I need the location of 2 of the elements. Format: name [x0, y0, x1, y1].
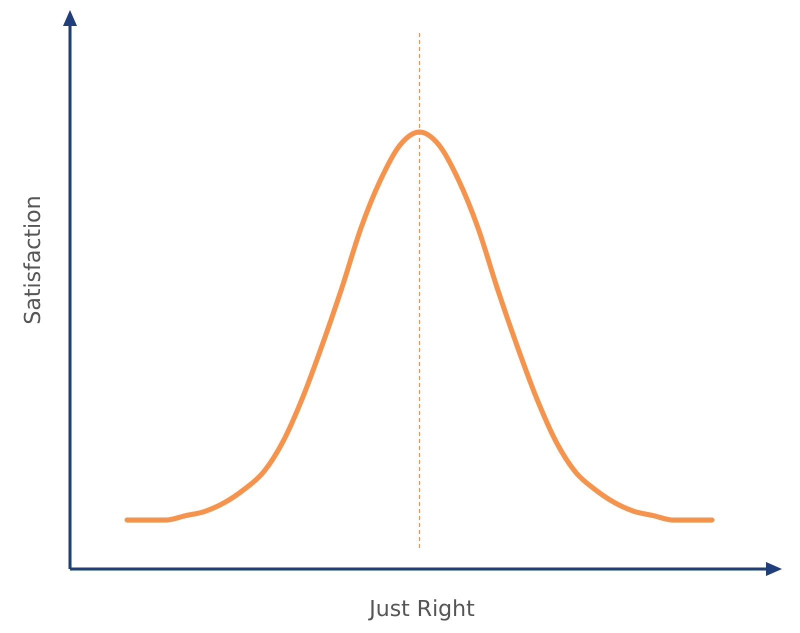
x-axis-title: Just Right — [367, 597, 476, 622]
y-axis-title: Satisfaction — [21, 195, 46, 325]
